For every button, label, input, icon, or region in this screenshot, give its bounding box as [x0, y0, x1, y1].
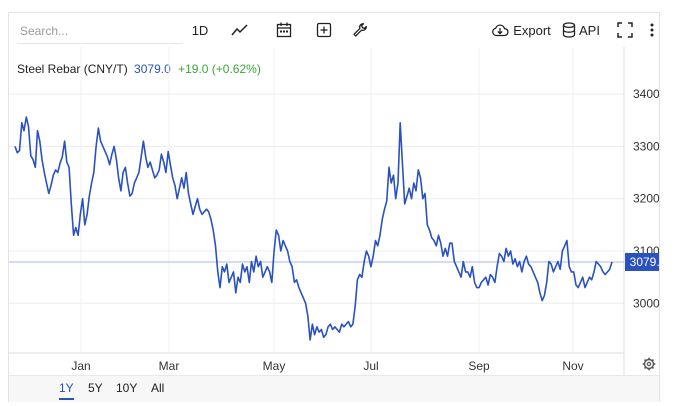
legend-last-value: 3079.0 — [134, 62, 171, 76]
legend-change: +19.0 (+0.62%) — [178, 62, 261, 76]
y-tick-label: 3400 — [633, 87, 659, 101]
price-series-line[interactable] — [14, 116, 613, 341]
interval-button[interactable]: 1D — [191, 22, 209, 38]
range-10y[interactable]: 10Y — [116, 381, 138, 395]
y-tick-label: 3000 — [633, 296, 659, 310]
calendar-icon[interactable] — [273, 19, 295, 41]
cloud-download-icon — [492, 24, 509, 37]
price-legend: Steel Rebar (CNY/T) 3079.0 +19.0 (+0.62%… — [17, 62, 261, 76]
add-comparison-icon[interactable] — [313, 19, 335, 41]
api-label: API — [579, 22, 600, 38]
last-price-badge — [625, 252, 659, 271]
fullscreen-icon[interactable] — [615, 19, 635, 41]
line-chart-type-icon[interactable] — [229, 19, 251, 41]
wrench-icon[interactable] — [349, 19, 371, 41]
range-1y[interactable]: 1Y — [59, 381, 74, 400]
api-button[interactable]: API — [561, 19, 601, 41]
range-5y[interactable]: 5Y — [88, 381, 103, 395]
range-selector: 1Y 5Y 10Y All — [9, 375, 659, 402]
search-input[interactable] — [17, 19, 183, 44]
range-all[interactable]: All — [151, 381, 165, 395]
instrument-name: Steel Rebar (CNY/T) — [17, 62, 128, 76]
chart-widget: 1D Export API Steel Rebar (CNY/T) — [8, 12, 660, 402]
x-tick-label: Mar — [159, 359, 180, 373]
export-button[interactable]: Export — [491, 19, 551, 41]
x-tick-label: Jul — [363, 359, 378, 373]
x-tick-label: Sep — [468, 359, 490, 373]
y-tick-label: 3300 — [633, 139, 659, 153]
last-price-label: 3079.0 — [630, 255, 659, 269]
x-tick-label: Jan — [71, 359, 90, 373]
export-label: Export — [513, 22, 551, 38]
chart-toolbar: 1D Export API — [9, 13, 659, 47]
x-tick-label: Nov — [562, 359, 583, 373]
more-options-icon[interactable] — [645, 19, 659, 41]
database-icon — [562, 22, 576, 29]
x-tick-label: May — [263, 359, 286, 373]
y-tick-label: 3200 — [633, 192, 659, 206]
settings-gear-icon[interactable] — [642, 357, 656, 371]
